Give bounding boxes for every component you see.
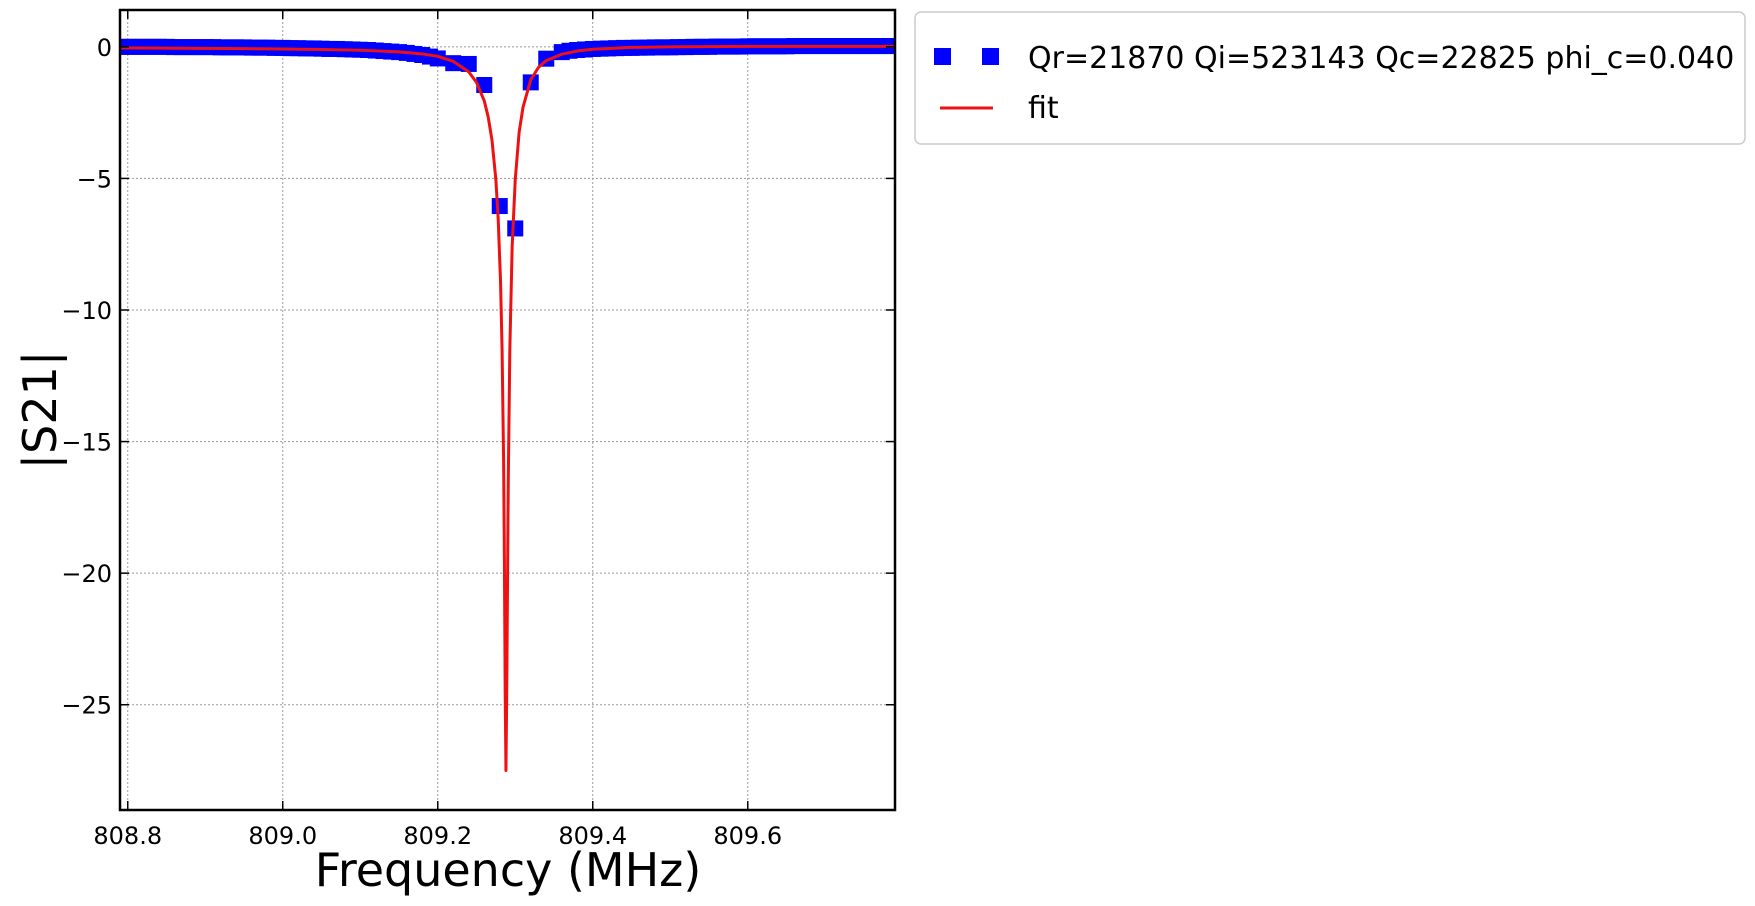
legend-box — [914, 11, 1746, 145]
y-tick-label: −25 — [61, 692, 112, 720]
x-tick-label: 809.6 — [713, 822, 782, 850]
legend: Qr=21870 Qi=523143 Qc=22825 phi_c=0.040 … — [914, 11, 1746, 145]
y-tick-label: 0 — [97, 34, 112, 62]
legend-label-data: Qr=21870 Qi=523143 Qc=22825 phi_c=0.040 — [1028, 41, 1734, 76]
grid — [120, 10, 895, 810]
legend-marker-square — [982, 48, 999, 65]
plot-frame — [118, 8, 897, 812]
data-point — [445, 55, 462, 72]
series-layer — [120, 38, 895, 773]
data-point — [507, 220, 524, 237]
fit-line — [120, 44, 895, 773]
x-tick-label: 808.8 — [93, 822, 162, 850]
x-tick-label: 809.2 — [403, 822, 472, 850]
y-tick-label: −20 — [61, 560, 112, 588]
y-tick-label: −5 — [77, 165, 112, 193]
y-tick-label: −10 — [61, 297, 112, 325]
y-tick-label: −15 — [61, 429, 112, 457]
y-axis-title: |S21| — [13, 351, 68, 470]
legend-label-fit: fit — [1028, 91, 1059, 126]
x-tick-label: 809.4 — [558, 822, 627, 850]
data-point — [491, 198, 508, 215]
tick-labels: 808.8 809.0 809.2 809.4 809.6 0 −5 −10 −15 −20 −25 — [61, 34, 782, 850]
x-tick-label: 809.0 — [248, 822, 317, 850]
x-axis-title: Frequency (MHz) — [315, 843, 702, 897]
legend-marker-square — [934, 48, 951, 65]
ticks — [120, 10, 895, 810]
